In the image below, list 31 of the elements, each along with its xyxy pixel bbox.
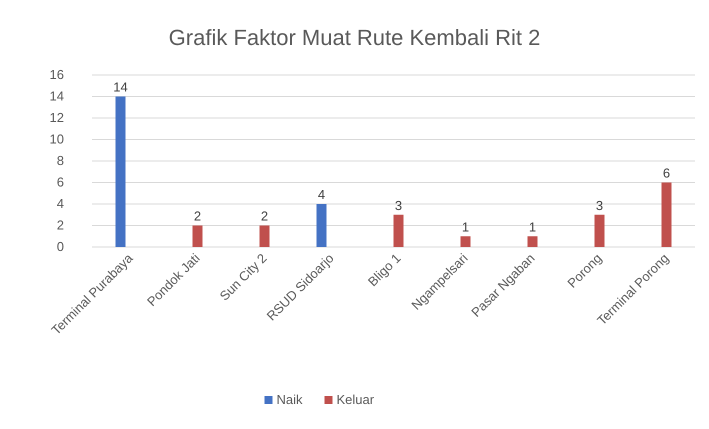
y-tick-label: 4: [56, 196, 64, 211]
legend-label: Naik: [276, 392, 304, 407]
data-label: 2: [194, 208, 202, 224]
y-tick-label: 14: [50, 88, 64, 104]
legend-label: Keluar: [336, 392, 375, 407]
bar: [192, 226, 202, 247]
y-tick-label: 12: [50, 110, 64, 125]
data-label: 1: [462, 219, 470, 234]
y-tick-label: 8: [56, 153, 64, 168]
data-label: 2: [260, 208, 268, 224]
y-tick-label: 10: [50, 132, 64, 146]
data-label: 3: [596, 198, 604, 213]
data-label: 6: [662, 166, 670, 180]
data-label: 1: [528, 219, 536, 234]
chart-title: Grafik Faktor Muat Rute Kembali Rit 2: [168, 25, 540, 50]
bar: [528, 236, 538, 247]
data-label: 14: [113, 80, 128, 94]
bar: [460, 236, 470, 247]
y-tick-label: 16: [50, 67, 64, 82]
bar: [394, 214, 404, 247]
data-label: 4: [318, 187, 326, 202]
bar: [594, 214, 604, 247]
y-tick-label: 2: [56, 218, 64, 232]
bar: [116, 96, 126, 247]
bar: [662, 182, 672, 247]
x-tick-label: Sun City 2: [216, 250, 270, 304]
y-tick-label: 6: [56, 174, 64, 190]
bar: [316, 204, 326, 247]
bar: [260, 226, 270, 247]
y-tick-label: 0: [56, 239, 64, 254]
data-label: 3: [394, 198, 402, 213]
